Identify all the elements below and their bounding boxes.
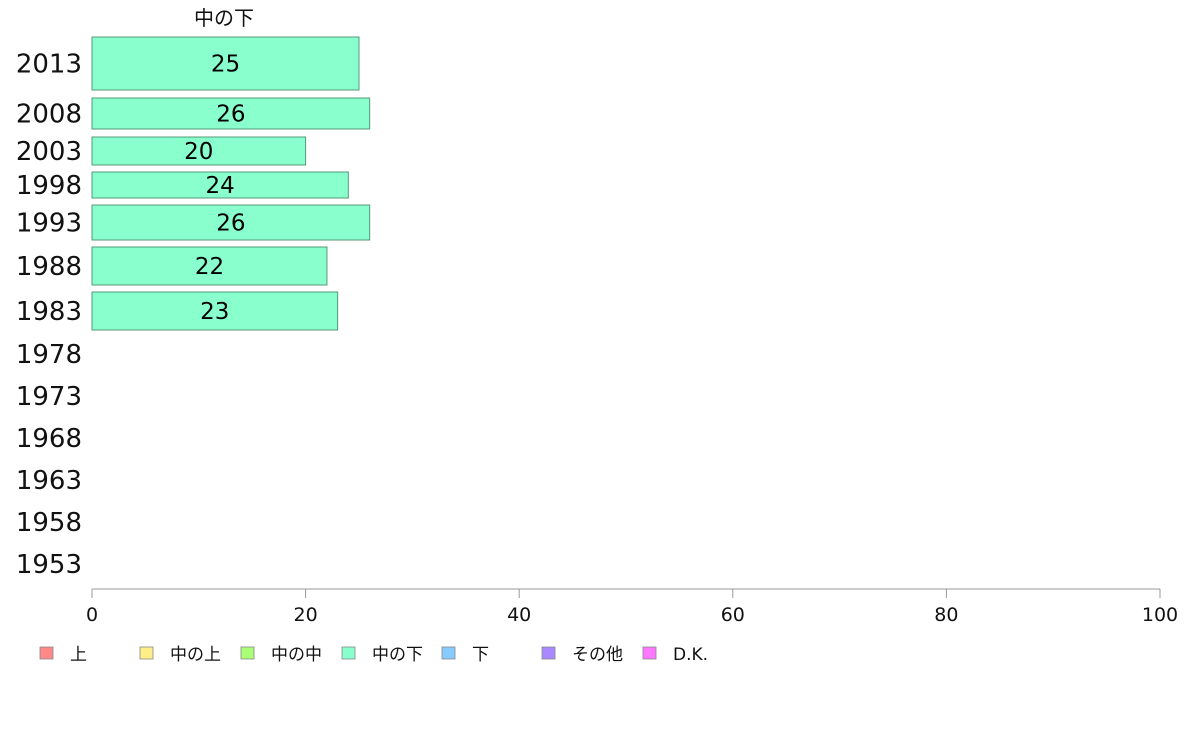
y-tick-label: 1988 xyxy=(16,252,82,282)
bar xyxy=(91,171,349,199)
y-tick-label: 1963 xyxy=(16,466,82,496)
x-tick-label: 100 xyxy=(1142,604,1178,626)
y-tick-label: 2008 xyxy=(16,100,82,130)
legend-label: 中の下 xyxy=(372,645,423,665)
x-axis: 0 20 40 60 80 100 xyxy=(86,588,1178,626)
bar xyxy=(91,36,360,91)
y-tick-label: 1998 xyxy=(16,171,82,201)
y-tick-label: 1958 xyxy=(16,508,82,538)
x-tick-label: 80 xyxy=(934,604,958,626)
data-label: 26 xyxy=(216,211,245,237)
legend-swatch xyxy=(139,646,154,660)
x-tick-label: 40 xyxy=(507,604,531,626)
chart-title: 中の下 xyxy=(194,6,254,30)
y-tick-label: 1978 xyxy=(16,340,82,370)
legend-label: 下 xyxy=(472,645,489,665)
data-label: 22 xyxy=(195,254,224,280)
legend-swatch xyxy=(341,646,356,660)
legend-label: D.K. xyxy=(673,645,708,665)
legend-label: 上 xyxy=(70,645,87,665)
y-tick-label: 1983 xyxy=(16,297,82,327)
y-tick-label: 2003 xyxy=(16,137,82,167)
legend-swatch xyxy=(541,646,556,660)
legend-label: その他 xyxy=(572,645,623,665)
legend-swatch xyxy=(441,646,456,660)
bar xyxy=(91,291,339,331)
data-label: 26 xyxy=(216,102,245,128)
bar xyxy=(91,136,307,166)
y-tick-label: 1968 xyxy=(16,424,82,454)
data-label: 20 xyxy=(184,139,213,165)
x-tick-label: 60 xyxy=(721,604,745,626)
data-label: 25 xyxy=(211,52,240,78)
data-label: 24 xyxy=(206,173,235,199)
bar xyxy=(91,97,371,130)
bar xyxy=(91,204,371,241)
legend-label: 中の上 xyxy=(170,645,221,665)
legend-swatch xyxy=(642,646,657,660)
legend: 上 中の上 中の中 中の下 下 その他 D.K. xyxy=(39,645,708,665)
bar xyxy=(91,246,328,286)
y-tick-label: 1953 xyxy=(16,550,82,580)
legend-swatch xyxy=(240,646,255,660)
data-label: 23 xyxy=(200,299,229,325)
x-tick-label: 20 xyxy=(294,604,318,626)
y-tick-label: 1973 xyxy=(16,382,82,412)
y-tick-label: 2013 xyxy=(16,50,82,80)
y-tick-label: 1993 xyxy=(16,209,82,239)
legend-label: 中の中 xyxy=(271,645,322,665)
legend-swatch xyxy=(39,646,54,660)
x-tick-label: 0 xyxy=(86,604,98,626)
y-axis-labels: 2013 2008 2003 1998 1993 1988 1983 1978 1973 1968… xyxy=(16,50,82,581)
